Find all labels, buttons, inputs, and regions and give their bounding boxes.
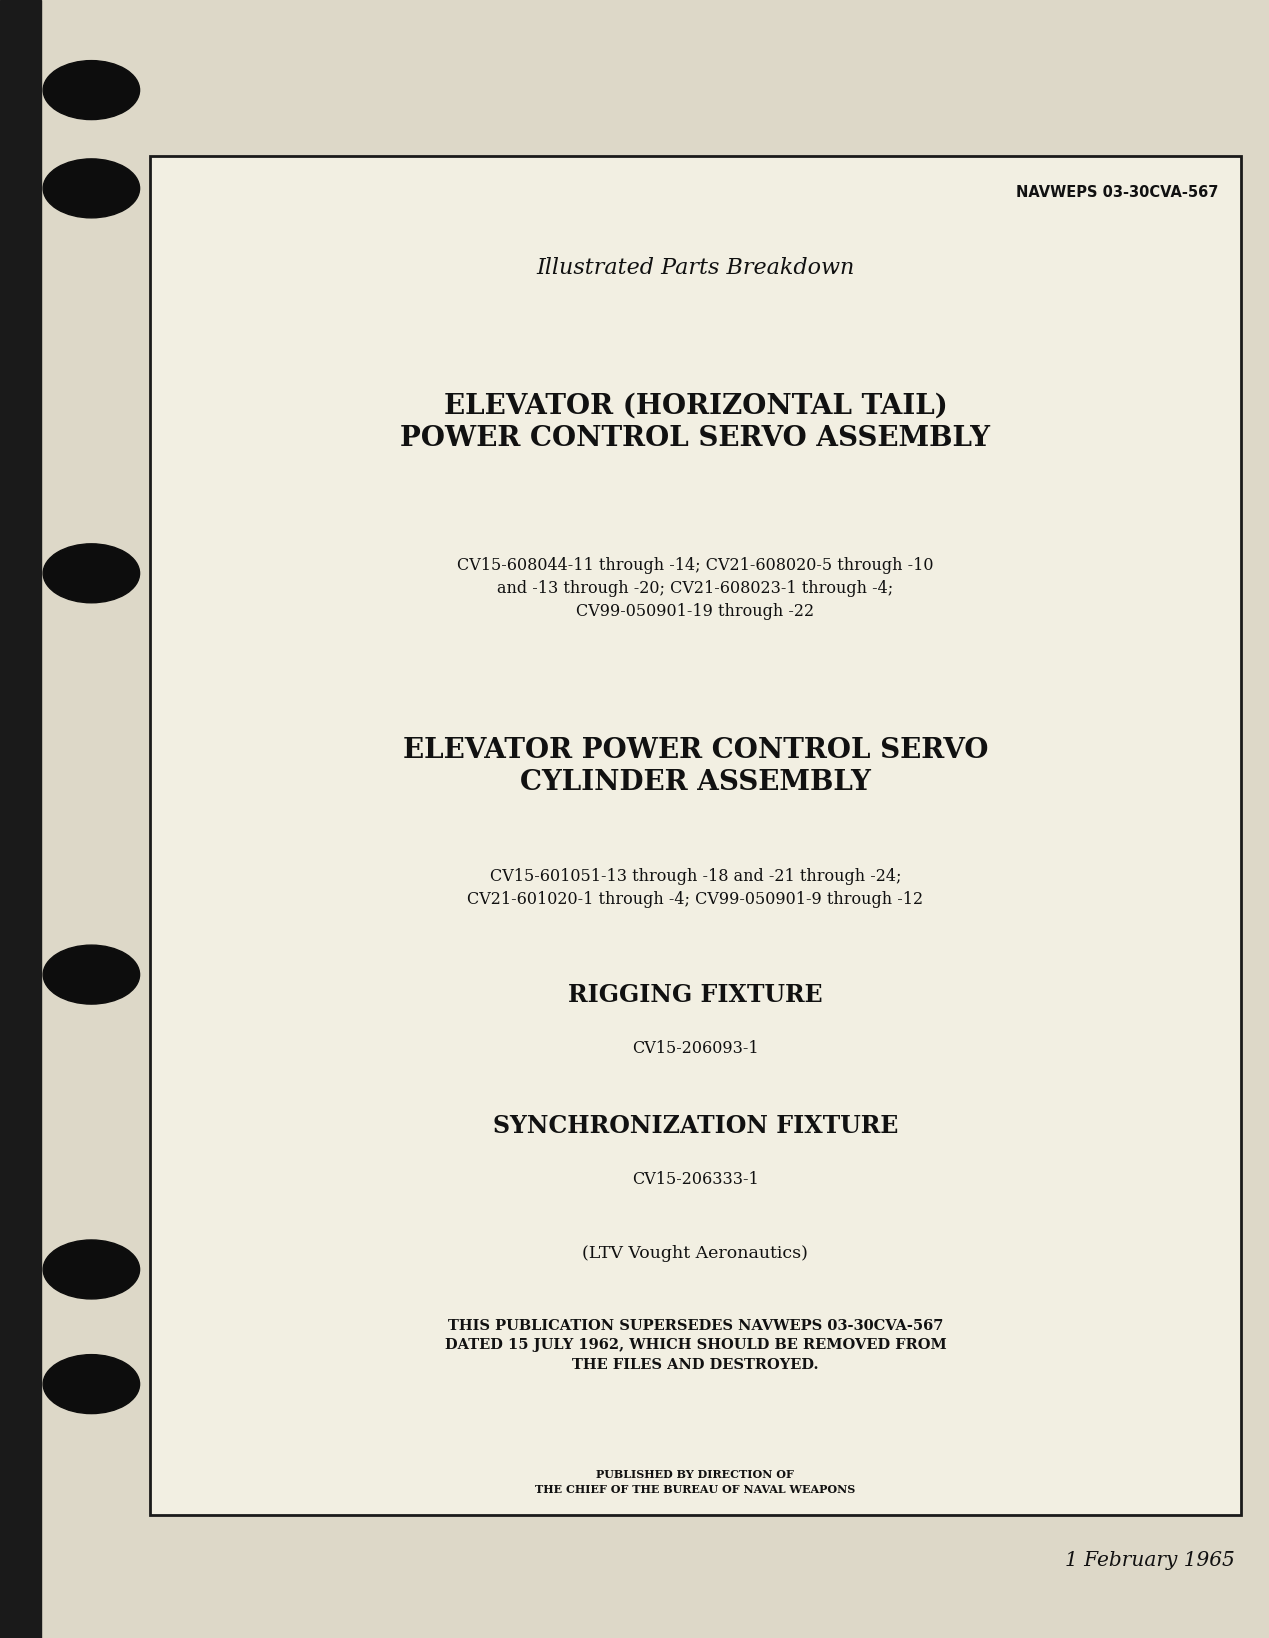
Text: PUBLISHED BY DIRECTION OF
THE CHIEF OF THE BUREAU OF NAVAL WEAPONS: PUBLISHED BY DIRECTION OF THE CHIEF OF T… [536,1469,855,1495]
Ellipse shape [43,61,140,120]
Bar [0,0,41,1638]
Text: NAVWEPS 03-30CVA-567: NAVWEPS 03-30CVA-567 [1016,185,1218,200]
Ellipse shape [43,945,140,1004]
Text: Illustrated Parts Breakdown: Illustrated Parts Breakdown [537,257,854,278]
Text: CV15-608044-11 through -14; CV21-608020-5 through -10
and -13 through -20; CV21-: CV15-608044-11 through -14; CV21-608020-… [457,557,934,619]
Ellipse shape [43,159,140,218]
Text: CV15-206093-1: CV15-206093-1 [632,1040,759,1057]
Text: (LTV Vought Aeronautics): (LTV Vought Aeronautics) [582,1245,808,1261]
Ellipse shape [43,1240,140,1299]
Text: ELEVATOR POWER CONTROL SERVO
CYLINDER ASSEMBLY: ELEVATOR POWER CONTROL SERVO CYLINDER AS… [402,737,989,796]
Text: SYNCHRONIZATION FIXTURE: SYNCHRONIZATION FIXTURE [492,1114,898,1138]
Text: 1 February 1965: 1 February 1965 [1065,1551,1235,1571]
Text: ELEVATOR (HORIZONTAL TAIL)
POWER CONTROL SERVO ASSEMBLY: ELEVATOR (HORIZONTAL TAIL) POWER CONTROL… [401,393,990,452]
Text: CV15-601051-13 through -18 and -21 through -24;
CV21-601020-1 through -4; CV99-0: CV15-601051-13 through -18 and -21 throu… [467,868,924,907]
Ellipse shape [43,544,140,603]
Text: THIS PUBLICATION SUPERSEDES NAVWEPS 03-30CVA-567
DATED 15 JULY 1962, WHICH SHOUL: THIS PUBLICATION SUPERSEDES NAVWEPS 03-3… [444,1319,947,1371]
Ellipse shape [43,1355,140,1414]
Text: RIGGING FIXTURE: RIGGING FIXTURE [569,983,822,1007]
Bar [150,156,1241,1515]
Text: CV15-206333-1: CV15-206333-1 [632,1171,759,1188]
